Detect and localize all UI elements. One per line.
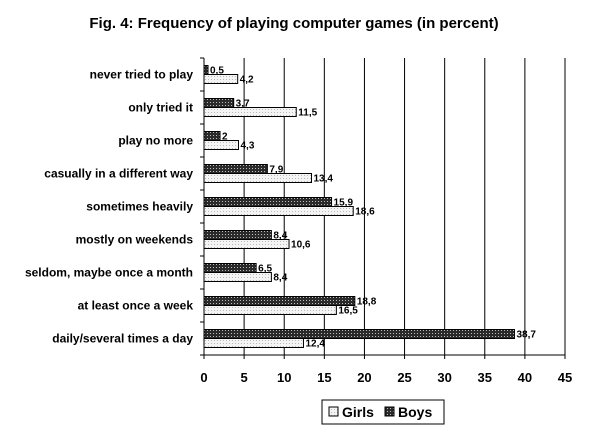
category-label: only tried it: [128, 101, 193, 115]
x-tick-label: 5: [240, 370, 247, 385]
category-label: at least once a week: [78, 299, 194, 313]
data-label-girls: 4,3: [240, 141, 254, 152]
bar-boys: [203, 65, 209, 75]
x-tick-label: 30: [437, 370, 451, 385]
x-tick-label: 0: [200, 370, 207, 385]
bar-boys: [203, 131, 221, 141]
data-label-boys: 15,9: [334, 198, 354, 209]
bar-girls: [203, 272, 272, 282]
x-tick-label: 40: [518, 370, 532, 385]
legend-label-boys: Boys: [398, 404, 432, 420]
legend-swatch-girls: [328, 406, 339, 417]
x-tick-label: 25: [397, 370, 411, 385]
category-label: play no more: [118, 134, 193, 148]
data-label-boys: 0,5: [210, 66, 224, 77]
bar-girls: [203, 107, 297, 117]
legend: Girls Boys: [321, 399, 445, 425]
x-tick-label: 10: [277, 370, 291, 385]
bar-girls: [203, 239, 290, 249]
data-label-boys: 8,4: [273, 231, 287, 242]
data-label-girls: 10,6: [291, 240, 311, 251]
x-axis-tick-labels: 0 5 10 15 20 25 30 35 40 45: [200, 370, 572, 385]
bar-boys: [203, 329, 515, 339]
data-label-girls: 18,6: [355, 207, 375, 218]
legend-box: [321, 399, 445, 425]
chart-title: Fig. 4: Frequency of playing computer ga…: [89, 15, 498, 32]
bar-boys: [203, 197, 333, 207]
data-label-girls: 13,4: [313, 174, 333, 185]
category-label: casually in a different way: [44, 167, 193, 181]
bar-girls: [203, 338, 304, 348]
x-tick-label: 15: [317, 370, 331, 385]
bar-boys: [203, 164, 268, 174]
bar-girls: [203, 74, 239, 84]
bar-girls: [203, 173, 312, 183]
x-tick-label: 45: [558, 370, 572, 385]
x-tick-label: 20: [357, 370, 371, 385]
bar-girls: [203, 305, 337, 315]
bar-boys: [203, 263, 257, 273]
data-labels: 0,5 4,2 3,7 11,5 2 4,3 7,9 13,4 15,918,6 8,4 10,6 6…: [210, 66, 536, 350]
data-label-boys: 7,9: [269, 165, 283, 176]
data-label-boys: 3,7: [236, 99, 250, 110]
bar-boys: [203, 98, 235, 108]
category-label: seldom, maybe once a month: [25, 266, 193, 280]
data-label-boys: 18,8: [357, 297, 377, 308]
bar-girls: [203, 206, 354, 216]
data-label-girls: 8,4: [273, 273, 287, 284]
legend-swatch-boys: [384, 406, 395, 417]
bars: [203, 65, 515, 348]
bar-boys: [203, 296, 356, 306]
category-label: daily/several times a day: [52, 332, 193, 346]
data-label-girls: 11,5: [298, 108, 317, 119]
data-label-boys: 38,7: [516, 330, 536, 341]
x-tick-label: 35: [478, 370, 492, 385]
category-label: sometimes heavily: [86, 200, 193, 214]
data-label-girls: 4,2: [240, 75, 254, 86]
data-label-girls: 16,5: [338, 306, 358, 317]
category-label: never tried to play: [90, 68, 194, 82]
data-label-girls: 12,4: [305, 339, 325, 350]
data-label-boys: 2: [222, 132, 228, 143]
bar-girls: [203, 140, 239, 150]
legend-label-girls: Girls: [342, 404, 374, 420]
category-label: mostly on weekends: [76, 233, 194, 247]
data-label-boys: 6,5: [258, 264, 272, 275]
category-labels: never tried to play only tried it play no …: [25, 68, 193, 346]
bar-boys: [203, 230, 272, 240]
